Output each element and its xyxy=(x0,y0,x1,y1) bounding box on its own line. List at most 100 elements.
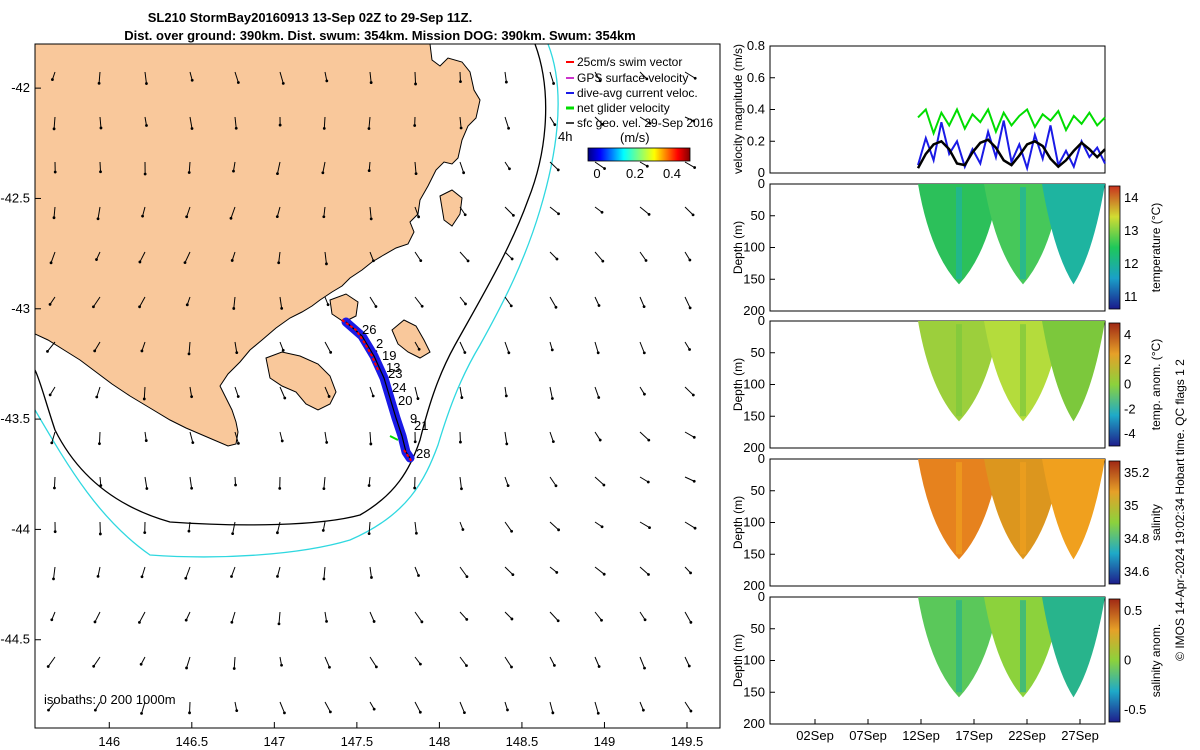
sfc-arrow xyxy=(233,296,236,309)
track-label: 2 xyxy=(376,336,383,351)
sfc-arrow xyxy=(323,116,326,129)
sfc-arrow-head xyxy=(554,484,558,488)
section-colorbar xyxy=(1108,322,1121,447)
sfc-arrow-head xyxy=(231,532,235,536)
sfc-arrow-head xyxy=(601,123,605,126)
sfc-arrow xyxy=(99,161,102,172)
sfc-arrow-head xyxy=(188,711,191,715)
sfc-arrow xyxy=(279,296,283,309)
map-x-tick-label: 149.5 xyxy=(671,734,704,749)
sfc-arrow-head xyxy=(414,172,418,176)
sfc-arrow-head xyxy=(236,81,240,84)
sfc-arrow xyxy=(279,701,285,714)
sfc-arrow xyxy=(47,341,56,352)
sfc-arrow-head xyxy=(276,575,279,578)
map-y-tick-label: -42.5 xyxy=(0,190,30,205)
sfc-arrow-head xyxy=(281,348,285,352)
sfc-arrow xyxy=(97,566,101,577)
sfc-arrow xyxy=(279,341,284,351)
sfc-arrow xyxy=(639,341,645,354)
sfc-arrow-head xyxy=(597,396,601,399)
sfc-arrow-head xyxy=(512,214,515,217)
depth-tick-label: 50 xyxy=(751,208,765,223)
swim-vectors xyxy=(341,319,413,463)
sfc-arrow-head xyxy=(144,439,148,442)
sfc-arrow xyxy=(53,206,56,218)
sfc-arrow xyxy=(47,656,56,667)
map-x-tick-label: 147.5 xyxy=(341,734,374,749)
depth-tick-label: 100 xyxy=(743,240,765,255)
sfc-arrow-head xyxy=(551,440,555,444)
sfc-arrow-head xyxy=(99,484,103,487)
sfc-arrow xyxy=(51,611,56,620)
sfc-arrow-head xyxy=(509,304,513,308)
sfc-arrow xyxy=(231,566,236,577)
sfc-arrow xyxy=(234,701,238,711)
sfc-arrow-head xyxy=(145,487,149,490)
sfc-arrow-head xyxy=(190,395,194,399)
map-y-tick-label: -44 xyxy=(11,521,30,536)
sfc-arrow xyxy=(53,476,56,489)
sfc-arrow-head xyxy=(236,441,240,445)
sfc-arrow xyxy=(188,161,191,173)
sfc-arrow-head xyxy=(647,573,650,576)
sfc-arrow xyxy=(549,566,558,573)
velocity-y-tick-label: 0.4 xyxy=(747,102,765,117)
net-glider-velocity xyxy=(389,435,399,441)
glider-track-centre xyxy=(345,321,411,459)
sfc-arrow xyxy=(504,296,512,307)
sfc-arrow xyxy=(139,251,146,263)
sfc-arrow-head xyxy=(138,620,141,624)
sfc-arrow xyxy=(53,116,56,129)
sfc-arrow-head xyxy=(185,666,188,670)
sfc-arrow xyxy=(504,431,508,444)
sfc-arrow-head xyxy=(140,575,144,579)
sfc-arrow-head xyxy=(372,620,376,623)
sfc-arrow-head xyxy=(506,708,509,712)
track-label: 23 xyxy=(388,366,402,381)
sfc-arrow xyxy=(323,476,326,489)
sfc-arrow xyxy=(98,431,101,444)
sfc-arrow xyxy=(94,611,101,623)
sfc-arrow xyxy=(94,701,101,711)
sfc-arrow xyxy=(414,161,417,174)
colorbar-tick-label: 11 xyxy=(1124,289,1138,304)
sfc-arrow-head xyxy=(462,171,466,175)
sfc-arrow-head xyxy=(504,80,508,84)
sfc-arrow xyxy=(594,161,605,169)
sfc-arrow xyxy=(234,341,238,353)
sfc-arrow xyxy=(324,71,328,82)
sfc-arrow xyxy=(504,386,507,396)
sfc-arrow-head xyxy=(602,483,606,487)
depth-tick-label: 100 xyxy=(743,515,765,530)
map-y-tick-label: -43.5 xyxy=(0,411,30,426)
sfc-arrow-head xyxy=(692,479,696,483)
sfc-arrow-head xyxy=(687,664,691,668)
sfc-arrow-head xyxy=(600,525,604,529)
colorbar-tick-label: 13 xyxy=(1124,223,1138,238)
sfc-arrow xyxy=(414,611,423,623)
sfc-arrow xyxy=(459,476,462,489)
sfc-arrow-head xyxy=(648,526,651,530)
sfc-arrow-head xyxy=(463,351,467,354)
colorbar-tick-label: 14 xyxy=(1124,190,1138,205)
sfc-arrow-head xyxy=(555,257,559,261)
depth-tick-label: 100 xyxy=(743,653,765,668)
sfc-arrow xyxy=(369,296,377,307)
sfc-arrow xyxy=(369,386,374,397)
map-panel: 26 2 19 13 23 24 20 9 21 28 25cm/s swim … xyxy=(0,43,721,749)
time-x-tick-label: 27Sep xyxy=(1061,728,1099,743)
sfc-arrow-head xyxy=(413,486,417,490)
depth-tick-label: 50 xyxy=(751,345,765,360)
sfc-arrow-head xyxy=(465,575,469,579)
sfc-arrow-head xyxy=(510,529,513,533)
sfc-arrow-head xyxy=(645,77,649,81)
depth-tick-label: 200 xyxy=(743,578,765,593)
sfc-arrow-head xyxy=(603,167,606,170)
sfc-arrow-head xyxy=(184,618,188,622)
sfc-arrow xyxy=(504,476,509,486)
sfc-arrow xyxy=(279,431,283,442)
sfc-arrow-head xyxy=(642,351,646,355)
sfc-arrow xyxy=(98,71,101,84)
track-label: 9 xyxy=(410,411,417,426)
